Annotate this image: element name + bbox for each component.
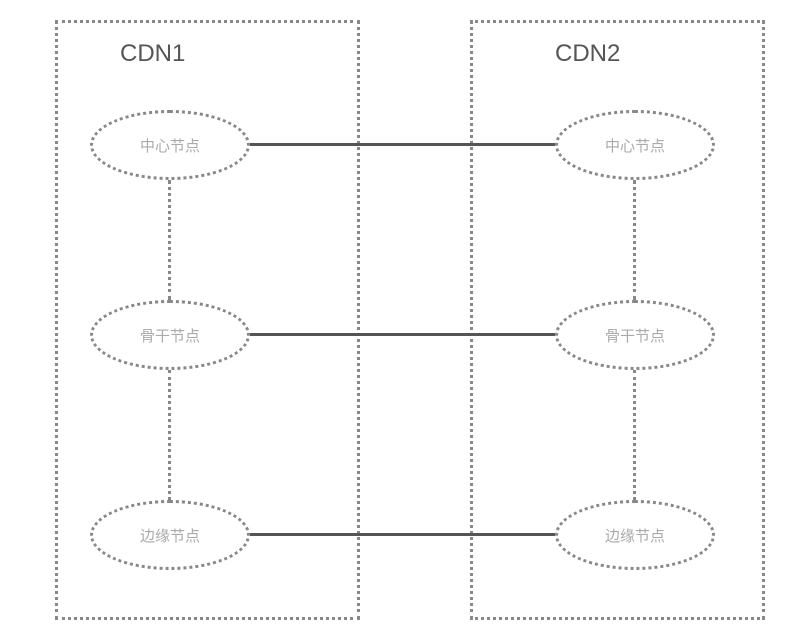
edge-n4-n5 — [633, 180, 636, 300]
node-edge-left: 边缘节点 — [90, 500, 250, 570]
cdn1-title: CDN1 — [120, 40, 185, 68]
edge-n2-n5 — [250, 333, 555, 336]
node-center-left: 中心节点 — [90, 110, 250, 180]
node-backbone-left: 骨干节点 — [90, 300, 250, 370]
node-edge-right: 边缘节点 — [555, 500, 715, 570]
cdn-network-diagram: CDN1 CDN2 中心节点 骨干节点 边缘节点 中心节点 骨干节点 边缘节点 — [0, 0, 800, 644]
cdn2-title: CDN2 — [555, 40, 620, 68]
node-label: 边缘节点 — [140, 525, 200, 546]
edge-n3-n6 — [250, 533, 555, 536]
node-backbone-right: 骨干节点 — [555, 300, 715, 370]
node-label: 骨干节点 — [605, 325, 665, 346]
edge-n1-n2 — [168, 180, 171, 300]
edge-n2-n3 — [168, 370, 171, 500]
node-label: 边缘节点 — [605, 525, 665, 546]
node-label: 中心节点 — [140, 135, 200, 156]
node-center-right: 中心节点 — [555, 110, 715, 180]
node-label: 骨干节点 — [140, 325, 200, 346]
edge-n1-n4 — [250, 143, 555, 146]
edge-n5-n6 — [633, 370, 636, 500]
node-label: 中心节点 — [605, 135, 665, 156]
